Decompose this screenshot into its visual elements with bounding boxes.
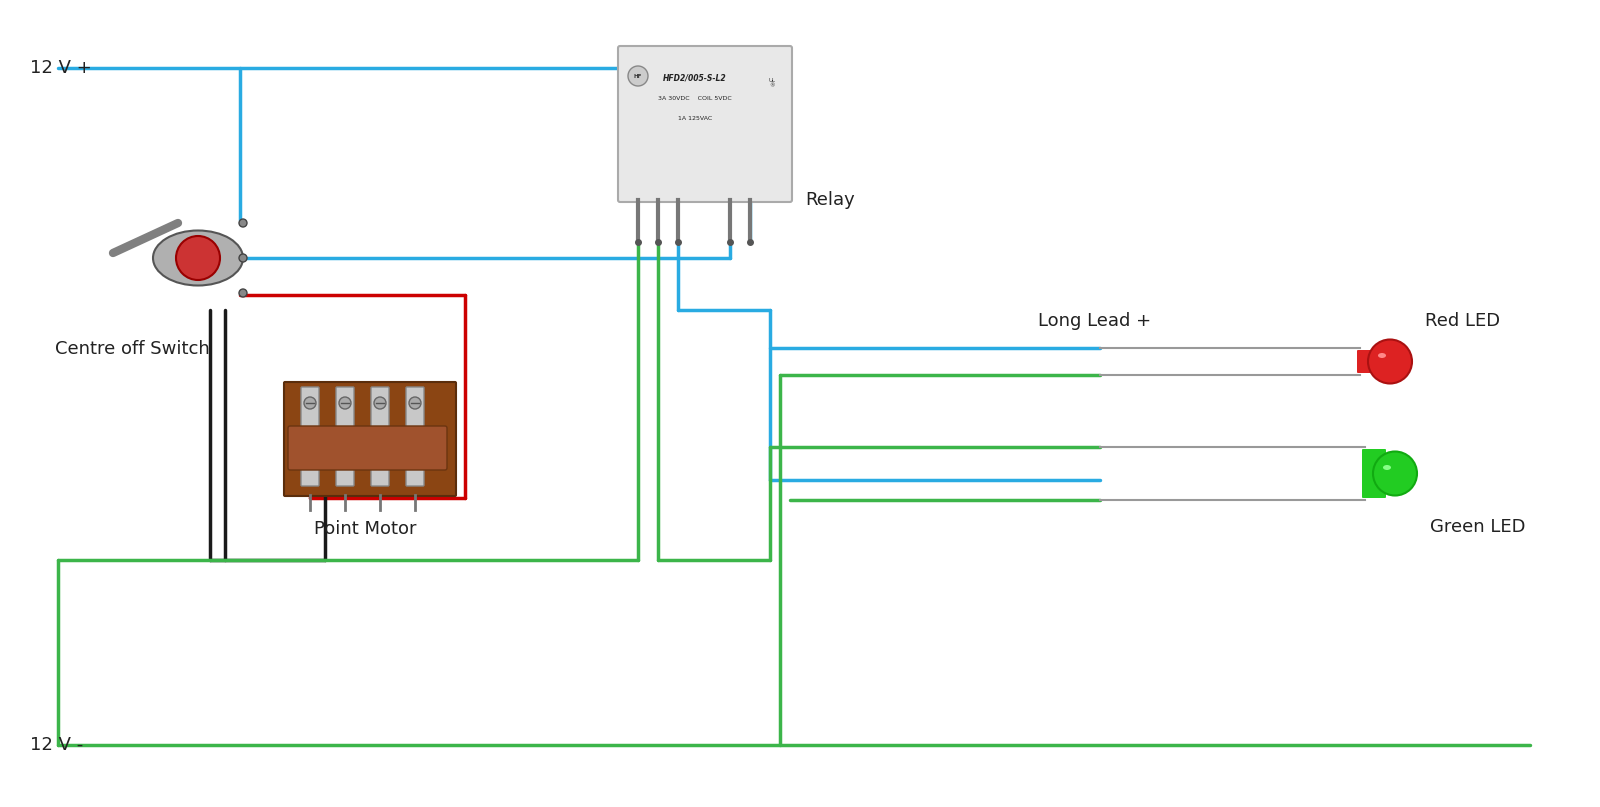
Text: 12 V -: 12 V - <box>30 736 83 754</box>
Circle shape <box>339 397 350 409</box>
Text: 1A 125VAC: 1A 125VAC <box>678 115 712 120</box>
Circle shape <box>1368 340 1413 383</box>
FancyBboxPatch shape <box>371 387 389 486</box>
Circle shape <box>238 289 246 297</box>
FancyBboxPatch shape <box>618 46 792 202</box>
Text: Green LED: Green LED <box>1430 518 1525 536</box>
Text: Centre off Switch: Centre off Switch <box>54 340 210 358</box>
Circle shape <box>374 397 386 409</box>
Ellipse shape <box>1378 353 1386 358</box>
Text: HFD2/005-S-L2: HFD2/005-S-L2 <box>662 73 726 82</box>
Ellipse shape <box>154 231 243 286</box>
Circle shape <box>1373 451 1418 495</box>
Text: Red LED: Red LED <box>1426 312 1501 330</box>
Circle shape <box>410 397 421 409</box>
Text: Relay: Relay <box>805 191 854 209</box>
FancyBboxPatch shape <box>285 382 456 496</box>
Text: 3A 30VDC    COIL 5VDC: 3A 30VDC COIL 5VDC <box>658 95 731 101</box>
Text: HF: HF <box>634 73 642 78</box>
Circle shape <box>238 219 246 227</box>
Circle shape <box>304 397 317 409</box>
FancyBboxPatch shape <box>406 387 424 486</box>
Text: Point Motor: Point Motor <box>314 520 416 538</box>
Ellipse shape <box>1382 465 1390 470</box>
Text: UL
®: UL ® <box>768 77 776 89</box>
Circle shape <box>627 66 648 86</box>
Circle shape <box>176 236 221 280</box>
Circle shape <box>238 254 246 262</box>
FancyBboxPatch shape <box>1362 449 1386 498</box>
FancyBboxPatch shape <box>301 387 318 486</box>
FancyBboxPatch shape <box>288 426 446 470</box>
Text: 12 V +: 12 V + <box>30 59 91 77</box>
FancyBboxPatch shape <box>1357 350 1381 373</box>
Text: Long Lead +: Long Lead + <box>1038 312 1152 330</box>
FancyBboxPatch shape <box>336 387 354 486</box>
